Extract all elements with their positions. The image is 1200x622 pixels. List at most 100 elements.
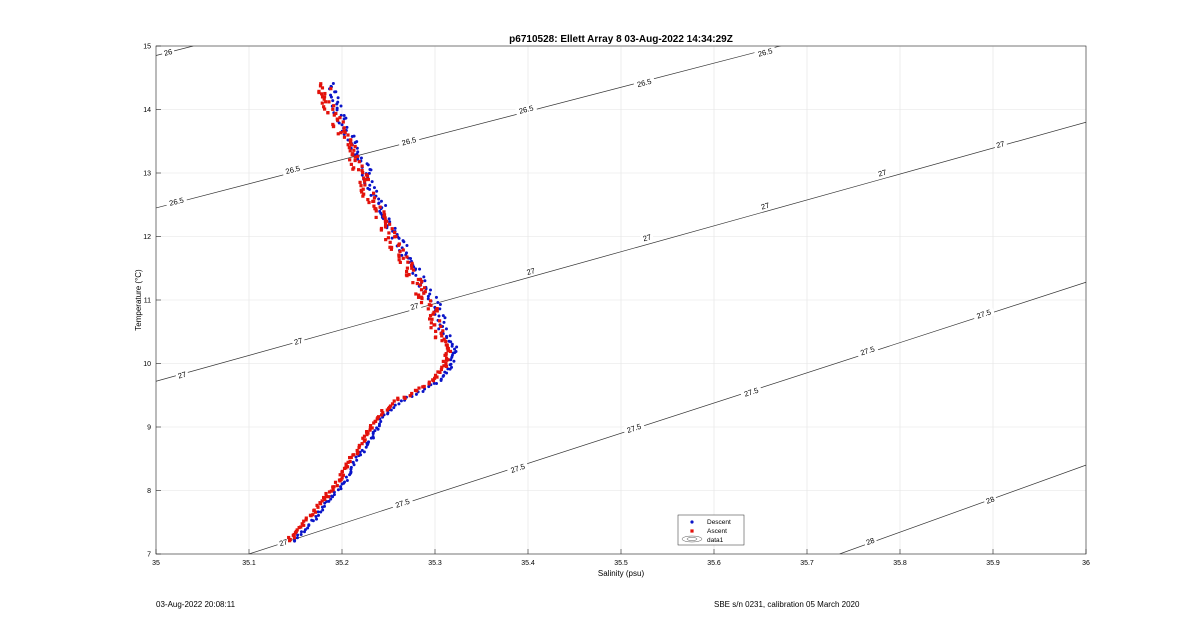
contour-label-text: 28	[985, 494, 996, 505]
ascent-point	[422, 384, 426, 389]
ascent-point	[363, 177, 368, 182]
ascent-point	[335, 484, 339, 488]
ascent-point	[379, 226, 384, 231]
ascent-point	[348, 158, 352, 162]
ascent-point	[410, 266, 414, 270]
ascent-point	[348, 455, 352, 460]
descent-point	[427, 385, 431, 389]
descent-point	[349, 470, 353, 474]
descent-point	[337, 121, 341, 125]
axes: 35 35.1 35.2 35.3 35.4 35.5 35.6 35.7 35.8 35.9 36…	[143, 44, 1090, 568]
ascent-point	[357, 168, 361, 172]
descent-point	[438, 302, 442, 306]
descent-point	[450, 342, 454, 346]
descent-point	[372, 186, 376, 190]
descent-point	[373, 429, 377, 433]
ascent-point	[322, 105, 326, 109]
descent-point	[342, 113, 346, 117]
ascent-point	[423, 286, 427, 290]
ascent-point	[316, 505, 320, 509]
descent-point	[379, 199, 383, 203]
ascent-point	[436, 370, 440, 374]
ascent-point	[420, 295, 424, 299]
descent-point	[442, 374, 446, 378]
descent-point	[439, 377, 443, 381]
ascent-point	[331, 107, 335, 111]
ascent-point	[379, 413, 384, 417]
chart-legend[interactable]: Descent Ascent data1	[677, 514, 745, 546]
contour-label-bg	[856, 343, 879, 359]
descent-point	[356, 150, 360, 154]
ascent-point	[361, 187, 365, 191]
ascent-point	[384, 238, 388, 242]
descent-point	[377, 422, 381, 426]
descent-point	[344, 475, 348, 479]
contour-label-text: 26.5	[168, 195, 184, 207]
ascent-point	[434, 329, 438, 333]
descent-point	[414, 273, 418, 277]
descent-point	[411, 271, 415, 275]
y-tick-label: 14	[143, 107, 151, 114]
ascent-point	[349, 140, 353, 145]
contour-label: 26.5	[165, 194, 188, 209]
ascent-point	[397, 258, 401, 262]
ascent-point	[300, 522, 304, 526]
descent-point	[359, 156, 363, 160]
ascent-point	[359, 188, 363, 192]
ascent-point	[383, 216, 387, 220]
ascent-point	[297, 525, 301, 530]
ascent-point	[312, 508, 316, 512]
ascent-point	[322, 95, 327, 99]
ascent-point	[302, 519, 306, 523]
descent-point	[445, 334, 449, 338]
descent-point	[351, 460, 355, 464]
ascent-point	[444, 339, 448, 344]
ascent-point	[337, 478, 342, 482]
contour-label: 27	[276, 536, 291, 549]
descent-point	[360, 448, 364, 452]
ascent-point	[331, 485, 335, 489]
ascent-point	[287, 535, 291, 540]
legend-label-ascent: Ascent	[707, 528, 727, 535]
contour-label-text: 27	[526, 266, 536, 277]
ascent-point	[342, 135, 347, 139]
ascent-point	[442, 364, 446, 368]
x-tick-label: 36	[1082, 560, 1090, 567]
contour-label-bg	[875, 167, 890, 179]
ascent-point	[415, 281, 419, 286]
ascent-point	[323, 497, 327, 502]
contour-label-bg	[982, 493, 998, 507]
descent-point	[367, 440, 371, 444]
contour-label-text: 26.5	[285, 164, 301, 176]
contour-label-text: 26.5	[757, 46, 773, 58]
ascent-point	[383, 219, 387, 223]
descent-point	[377, 201, 381, 205]
descent-point	[343, 480, 347, 484]
descent-point	[418, 267, 422, 271]
ascent-point	[367, 200, 371, 205]
ascent-point	[440, 334, 444, 338]
descent-point	[362, 450, 366, 454]
ascent-point	[431, 312, 435, 316]
ascent-point	[446, 349, 450, 353]
descent-point	[432, 381, 436, 385]
ascent-point	[339, 131, 343, 135]
ascent-point	[396, 396, 400, 400]
ascent-point	[351, 453, 355, 457]
ascent-point	[362, 192, 366, 196]
ascent-point	[388, 245, 392, 249]
ascent-point	[341, 473, 345, 477]
legend-marker-descent	[690, 520, 694, 524]
ascent-point	[327, 100, 331, 104]
ascent-point	[439, 367, 444, 372]
ascent-point	[360, 164, 364, 168]
ascent-point	[370, 426, 374, 430]
descent-point	[377, 197, 381, 201]
ascent-point	[361, 171, 365, 175]
ascent-point	[407, 272, 411, 277]
ascent-point	[432, 310, 436, 314]
descent-point	[355, 140, 359, 144]
ascent-point	[433, 373, 438, 377]
print-timestamp: 03-Aug-2022 20:08:11	[156, 600, 236, 609]
descent-point	[437, 314, 441, 318]
